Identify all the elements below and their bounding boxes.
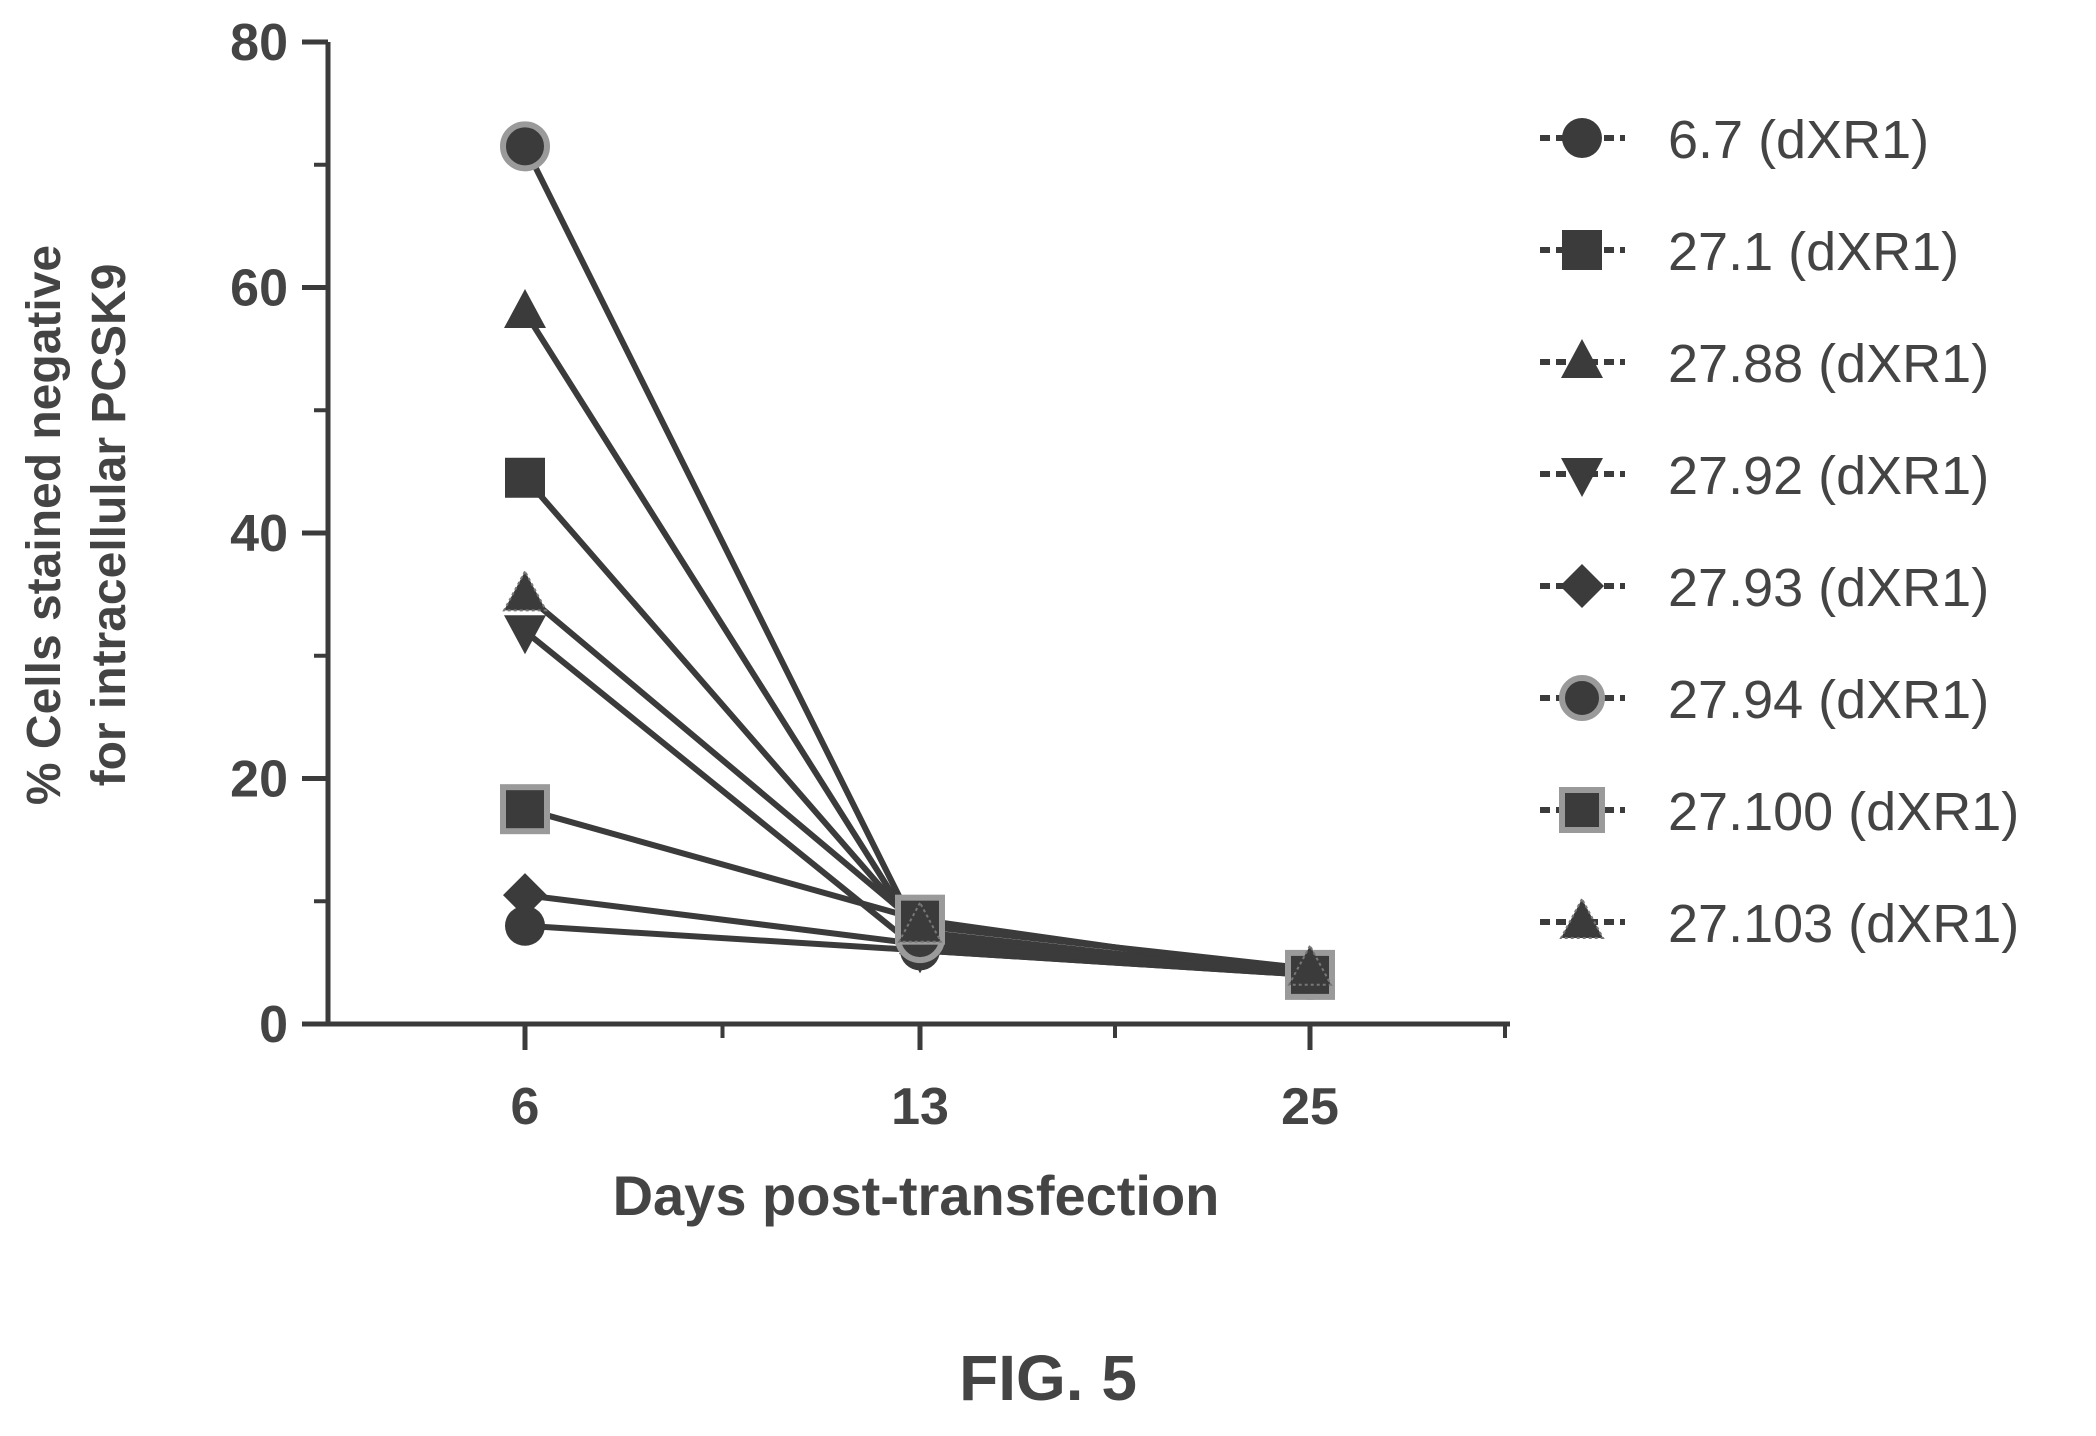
- series-line-5: [522, 144, 1311, 978]
- series-markers: [500, 121, 1335, 1000]
- legend-marker: [1561, 458, 1603, 497]
- marker-shape: [1559, 787, 1605, 833]
- x-tick-label: 25: [1281, 1078, 1339, 1136]
- y-axis-label-line2: for intracellular PCSK9: [83, 264, 136, 787]
- marker-shape: [502, 569, 548, 612]
- marker-shape: [505, 457, 545, 498]
- data-point: [897, 900, 943, 943]
- marker-shape: [1562, 118, 1602, 158]
- legend-item: 27.100 (dXR1): [1540, 782, 2019, 842]
- x-tick-label: 6: [511, 1078, 540, 1136]
- y-axis-label-line1: % Cells stained negative: [18, 245, 71, 805]
- legend-item: 27.88 (dXR1): [1540, 334, 1989, 394]
- y-tick-label: 40: [230, 505, 288, 563]
- marker-shape: [505, 905, 545, 946]
- marker-shape: [897, 900, 943, 943]
- y-tick-label: 80: [230, 14, 288, 72]
- data-point: [504, 615, 546, 655]
- marker-shape: [1561, 458, 1603, 497]
- legend-marker: [1559, 675, 1605, 721]
- legend-label: 27.103 (dXR1): [1668, 894, 2019, 954]
- data-point: [502, 569, 548, 612]
- y-tick-label: 20: [230, 751, 288, 809]
- data-point: [500, 784, 550, 835]
- x-axis-label: Days post-transfection: [613, 1164, 1220, 1227]
- marker-shape: [500, 784, 550, 835]
- marker-shape: [1287, 943, 1333, 986]
- marker-shape: [504, 615, 546, 655]
- legend-item: 27.93 (dXR1): [1540, 558, 1989, 618]
- marker-shape: [1561, 339, 1603, 378]
- figure-label: FIG. 5: [959, 1342, 1137, 1414]
- legend-marker: [1559, 787, 1605, 833]
- legend-label: 27.94 (dXR1): [1668, 670, 1989, 730]
- legend-label: 27.1 (dXR1): [1668, 222, 1959, 282]
- y-tick-label: 60: [230, 260, 288, 318]
- legend-item: 27.1 (dXR1): [1540, 222, 1959, 282]
- data-point: [503, 873, 547, 918]
- data-point: [505, 905, 545, 946]
- data-point: [504, 289, 546, 329]
- legend-marker: [1562, 230, 1602, 270]
- legend-item: 27.94 (dXR1): [1540, 670, 1989, 730]
- x-tick-label: 13: [891, 1078, 949, 1136]
- legend-label: 27.93 (dXR1): [1668, 558, 1989, 618]
- series-line-2: [522, 310, 1311, 978]
- legend-marker: [1561, 339, 1603, 378]
- marker-shape: [1559, 675, 1605, 721]
- legend-item: 6.7 (dXR1): [1540, 110, 1929, 170]
- legend-label: 27.88 (dXR1): [1668, 334, 1989, 394]
- marker-shape: [1562, 230, 1602, 270]
- data-point: [1287, 943, 1333, 986]
- legend-label: 27.92 (dXR1): [1668, 446, 1989, 506]
- legend-label: 6.7 (dXR1): [1668, 110, 1929, 170]
- legend-marker: [1559, 896, 1605, 939]
- data-point: [505, 457, 545, 498]
- series-lines: [522, 144, 1311, 978]
- legend-label: 27.100 (dXR1): [1668, 782, 2019, 842]
- legend: 6.7 (dXR1) 27.1 (dXR1) 27.88 (dXR1) 27.92 (…: [1540, 110, 2019, 954]
- data-point: [500, 121, 550, 172]
- marker-shape: [503, 873, 547, 918]
- y-tick-label: 0: [259, 996, 288, 1054]
- legend-item: 27.103 (dXR1): [1540, 894, 2019, 954]
- legend-marker: [1560, 564, 1604, 608]
- legend-marker: [1562, 118, 1602, 158]
- marker-shape: [500, 121, 550, 172]
- axes: 0 20 40 60 80 6 13 25: [230, 14, 1510, 1136]
- marker-shape: [504, 289, 546, 329]
- legend-item: 27.92 (dXR1): [1540, 446, 1989, 506]
- marker-shape: [1559, 896, 1605, 939]
- marker-shape: [1560, 564, 1604, 608]
